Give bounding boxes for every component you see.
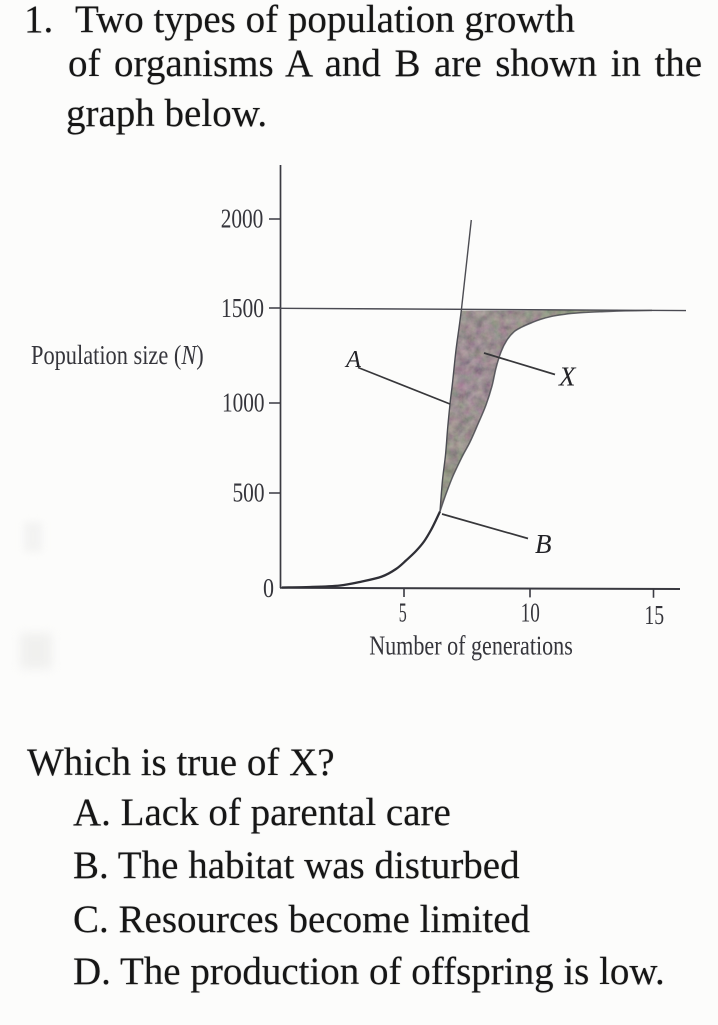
- svg-text:X: X: [558, 362, 577, 392]
- svg-text:A: A: [344, 346, 362, 373]
- svg-text:1000: 1000: [222, 388, 265, 418]
- svg-text:2000: 2000: [221, 204, 264, 234]
- svg-text:500: 500: [233, 478, 265, 508]
- svg-text:B: B: [535, 529, 552, 559]
- svg-text:10: 10: [521, 598, 540, 628]
- svg-text:Population size (N): Population size (N): [31, 340, 204, 370]
- svg-text:1500: 1500: [221, 293, 264, 323]
- svg-text:15: 15: [644, 600, 664, 630]
- svg-text:Number of generations: Number of generations: [369, 630, 573, 660]
- svg-text:5: 5: [399, 597, 407, 627]
- svg-text:0: 0: [263, 573, 274, 603]
